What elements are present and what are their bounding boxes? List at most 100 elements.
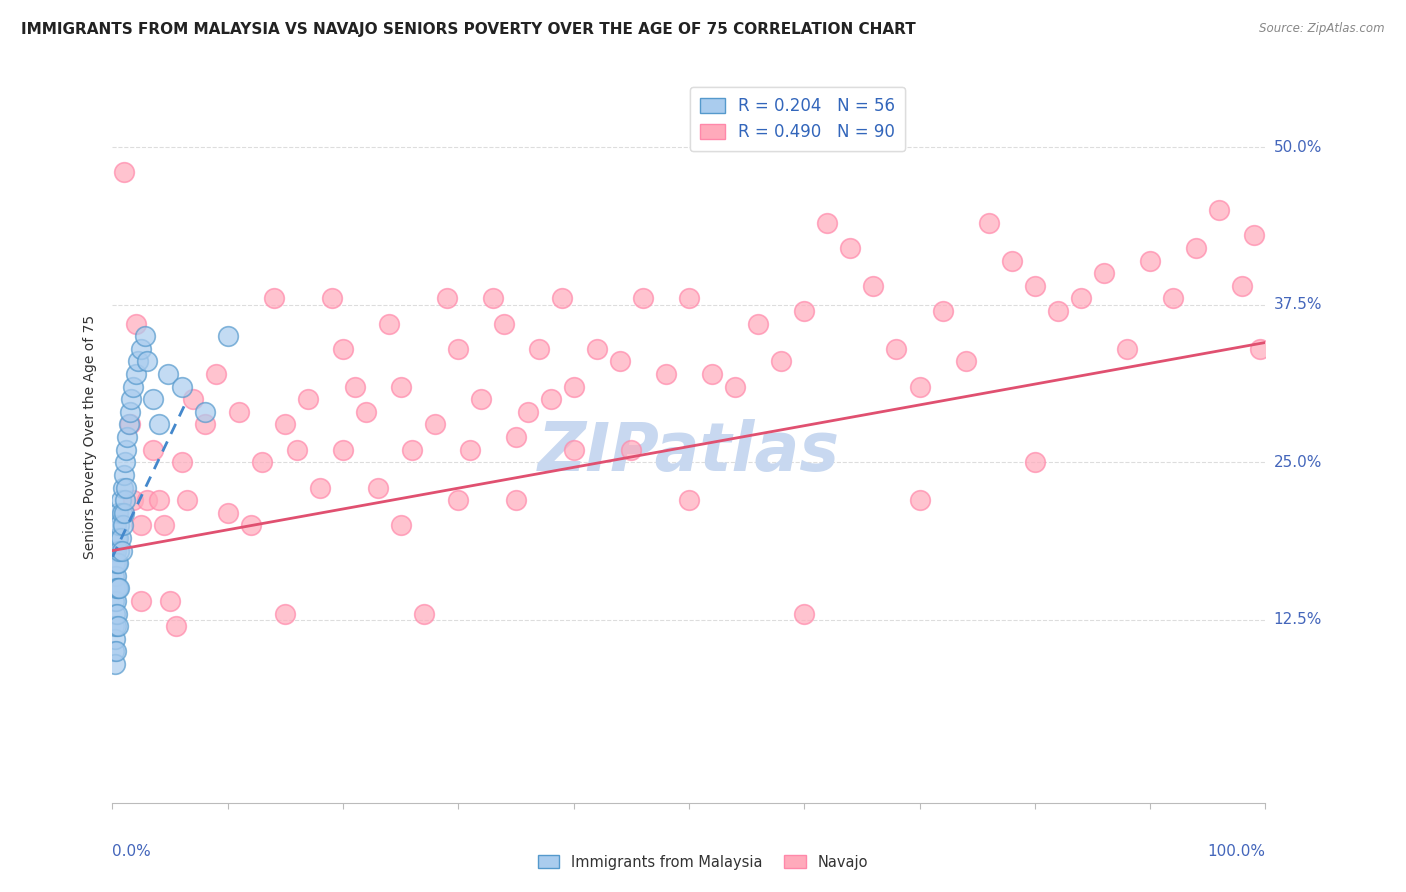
Point	[110, 531, 132, 545]
Point	[815, 216, 838, 230]
Point	[470, 392, 492, 407]
Point	[165, 619, 187, 633]
Point	[112, 506, 135, 520]
Point	[505, 493, 527, 508]
Point	[111, 543, 134, 558]
Point	[505, 430, 527, 444]
Point	[112, 165, 135, 179]
Legend: R = 0.204   N = 56, R = 0.490   N = 90: R = 0.204 N = 56, R = 0.490 N = 90	[690, 87, 905, 152]
Point	[886, 342, 908, 356]
Point	[111, 506, 134, 520]
Point	[104, 619, 127, 633]
Point	[631, 291, 654, 305]
Point	[1024, 455, 1046, 469]
Point	[114, 455, 136, 469]
Point	[540, 392, 562, 407]
Point	[104, 607, 127, 621]
Point	[104, 644, 127, 658]
Point	[105, 556, 128, 570]
Point	[129, 518, 153, 533]
Point	[142, 442, 165, 457]
Point	[977, 216, 1000, 230]
Point	[228, 405, 250, 419]
Point	[105, 582, 128, 596]
Point	[112, 467, 135, 482]
Point	[156, 367, 179, 381]
Point	[482, 291, 505, 305]
Point	[107, 506, 129, 520]
Point	[239, 518, 262, 533]
Point	[134, 329, 156, 343]
Point	[103, 644, 125, 658]
Point	[107, 556, 129, 570]
Point	[176, 493, 198, 508]
Point	[107, 619, 129, 633]
Point	[724, 379, 747, 393]
Point	[389, 379, 412, 393]
Point	[908, 493, 931, 508]
Point	[309, 481, 332, 495]
Point	[297, 392, 319, 407]
Point	[194, 417, 217, 432]
Point	[104, 632, 127, 646]
Point	[1243, 228, 1265, 243]
Point	[105, 531, 128, 545]
Point	[252, 455, 274, 469]
Point	[117, 417, 139, 432]
Point	[1185, 241, 1208, 255]
Point	[104, 582, 127, 596]
Point	[1161, 291, 1184, 305]
Point	[908, 379, 931, 393]
Point	[105, 607, 128, 621]
Point	[747, 317, 769, 331]
Point	[436, 291, 458, 305]
Point	[321, 291, 343, 305]
Point	[562, 379, 585, 393]
Point	[494, 317, 516, 331]
Point	[274, 607, 297, 621]
Point	[1092, 266, 1115, 280]
Point	[122, 493, 145, 508]
Point	[194, 405, 217, 419]
Point	[118, 405, 141, 419]
Point	[114, 493, 136, 508]
Point	[111, 518, 134, 533]
Point	[108, 543, 131, 558]
Point	[551, 291, 574, 305]
Point	[104, 657, 127, 671]
Point	[110, 493, 132, 508]
Point	[170, 379, 193, 393]
Point	[562, 442, 585, 457]
Point	[263, 291, 285, 305]
Point	[104, 543, 127, 558]
Point	[412, 607, 434, 621]
Point	[862, 278, 884, 293]
Point	[217, 329, 239, 343]
Point	[516, 405, 538, 419]
Point	[205, 367, 228, 381]
Point	[931, 304, 953, 318]
Point	[285, 442, 308, 457]
Point	[620, 442, 643, 457]
Point	[1139, 253, 1161, 268]
Point	[839, 241, 862, 255]
Point	[127, 354, 149, 368]
Point	[103, 594, 125, 608]
Point	[354, 405, 377, 419]
Point	[1232, 278, 1254, 293]
Point	[770, 354, 793, 368]
Point	[332, 442, 354, 457]
Point	[217, 506, 239, 520]
Text: 50.0%: 50.0%	[1274, 139, 1322, 154]
Point	[104, 556, 127, 570]
Point	[136, 354, 159, 368]
Point	[678, 291, 700, 305]
Point	[447, 493, 470, 508]
Point	[129, 594, 153, 608]
Point	[1001, 253, 1024, 268]
Point	[153, 518, 176, 533]
Point	[609, 354, 631, 368]
Point	[107, 531, 129, 545]
Point	[124, 317, 146, 331]
Point	[367, 481, 389, 495]
